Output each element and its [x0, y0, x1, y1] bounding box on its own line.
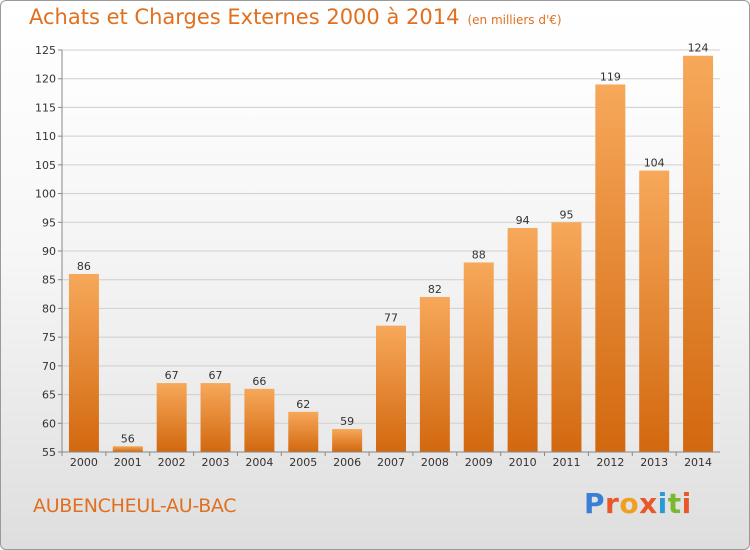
x-tick-label: 2003	[202, 456, 230, 469]
x-tick-label: 2002	[158, 456, 186, 469]
x-tick-label: 2004	[245, 456, 273, 469]
bar-value-label: 82	[428, 283, 442, 296]
x-tick-label: 2001	[114, 456, 142, 469]
bar-value-label: 104	[644, 157, 665, 170]
y-tick-label: 80	[42, 302, 56, 315]
bar-value-label: 95	[559, 208, 573, 221]
bar-2000	[68, 273, 99, 452]
bar-value-label: 67	[209, 369, 223, 382]
y-tick-label: 75	[42, 331, 56, 344]
y-tick-label: 110	[35, 130, 56, 143]
y-tick-label: 65	[42, 389, 56, 402]
y-tick-label: 85	[42, 274, 56, 287]
y-tick-label: 105	[35, 159, 56, 172]
bar-value-label: 62	[296, 398, 310, 411]
bar-2001	[112, 446, 143, 452]
bar-value-label: 88	[472, 248, 486, 261]
city-name: AUBENCHEUL-AU-BAC	[33, 495, 237, 517]
bar-2011	[551, 222, 582, 452]
bar-2003	[200, 383, 231, 452]
x-tick-label: 2010	[509, 456, 537, 469]
title-text: Achats et Charges Externes 2000 à 2014	[29, 5, 460, 29]
x-tick-label: 2014	[684, 456, 712, 469]
y-tick-label: 60	[42, 417, 56, 430]
y-tick-label: 120	[35, 73, 56, 86]
bar-2013	[639, 170, 670, 452]
logo-letter: P	[584, 487, 606, 520]
bar-value-label: 119	[600, 70, 621, 83]
logo-letter: x	[639, 487, 658, 520]
y-tick-label: 90	[42, 245, 56, 258]
x-tick-label: 2011	[552, 456, 580, 469]
bar-2008	[419, 296, 450, 452]
bar-value-label: 86	[77, 260, 91, 273]
x-tick-label: 2005	[289, 456, 317, 469]
y-tick-label: 100	[35, 188, 56, 201]
logo-letter: i	[681, 487, 692, 520]
bars-group	[68, 55, 714, 452]
logo-letter: o	[619, 487, 640, 520]
logo-letter: r	[605, 487, 620, 520]
bar-2004	[244, 388, 275, 452]
bar-2006	[332, 429, 363, 452]
y-tick-label: 115	[35, 101, 56, 114]
x-tick-label: 2009	[465, 456, 493, 469]
bar-value-label: 77	[384, 312, 398, 325]
x-tick-label: 2013	[640, 456, 668, 469]
bar-2002	[156, 383, 187, 452]
x-tick-label: 2012	[596, 456, 624, 469]
proxiti-logo: Proxiti	[584, 487, 692, 520]
chart-title: Achats et Charges Externes 2000 à 2014 (e…	[29, 5, 562, 29]
bar-2009	[463, 262, 494, 452]
x-tick-label: 2008	[421, 456, 449, 469]
y-tick-label: 125	[35, 44, 56, 57]
y-tick-label: 55	[42, 446, 56, 459]
labels-group: 86 2000 56 2001 67 2002 67 2003 66 2004 62 2005 59 20…	[61, 42, 712, 469]
bar-value-label: 56	[121, 432, 135, 445]
bar-2005	[288, 411, 319, 452]
bar-2012	[595, 84, 626, 452]
logo-letter: t	[667, 487, 682, 520]
logo-letter: i	[657, 487, 668, 520]
bar-2010	[507, 228, 538, 452]
bar-value-label: 124	[688, 42, 709, 55]
x-tick-label: 2000	[70, 456, 98, 469]
bar-value-label: 59	[340, 415, 354, 428]
bar-value-label: 94	[516, 214, 530, 227]
x-tick-label: 2006	[333, 456, 361, 469]
bar-2007	[376, 325, 406, 452]
y-tick-label: 70	[42, 360, 56, 373]
bar-value-label: 66	[252, 375, 266, 388]
x-tick-label: 2007	[377, 456, 405, 469]
bar-2014	[683, 55, 714, 452]
unit-text: (en milliers d'€)	[467, 13, 562, 27]
bar-value-label: 67	[165, 369, 179, 382]
y-tick-label: 95	[42, 216, 56, 229]
